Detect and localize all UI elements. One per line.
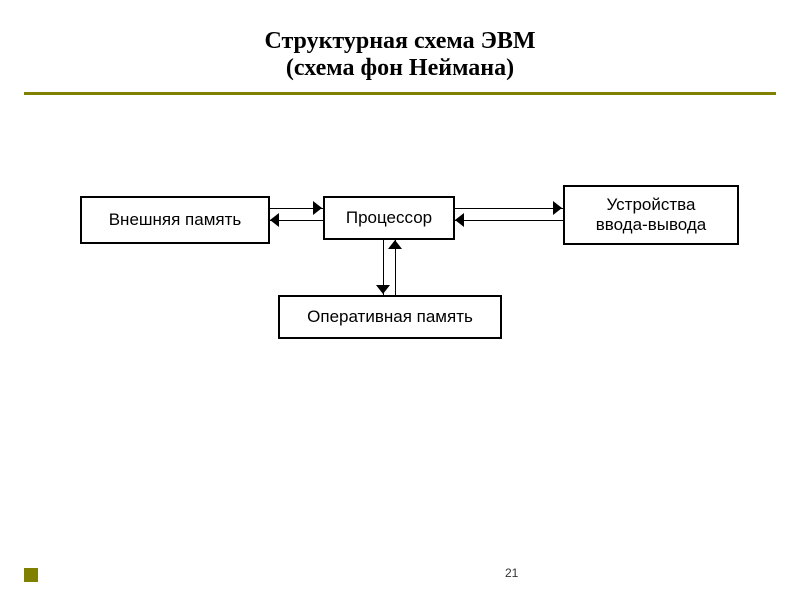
edge bbox=[455, 220, 563, 221]
node-cpu: Процессор bbox=[323, 196, 455, 240]
arrowhead bbox=[388, 240, 402, 249]
page-number: 21 bbox=[505, 566, 518, 580]
von-neumann-diagram: Внешняя память Процессор Устройстваввода-в… bbox=[0, 0, 800, 600]
arrowhead bbox=[455, 213, 464, 227]
node-io: Устройстваввода-вывода bbox=[563, 185, 739, 245]
arrowhead bbox=[313, 201, 322, 215]
edge bbox=[455, 208, 563, 209]
node-ext_mem: Внешняя память bbox=[80, 196, 270, 244]
arrowhead bbox=[376, 285, 390, 294]
node-ram: Оперативная память bbox=[278, 295, 502, 339]
arrowhead bbox=[553, 201, 562, 215]
arrowhead bbox=[270, 213, 279, 227]
